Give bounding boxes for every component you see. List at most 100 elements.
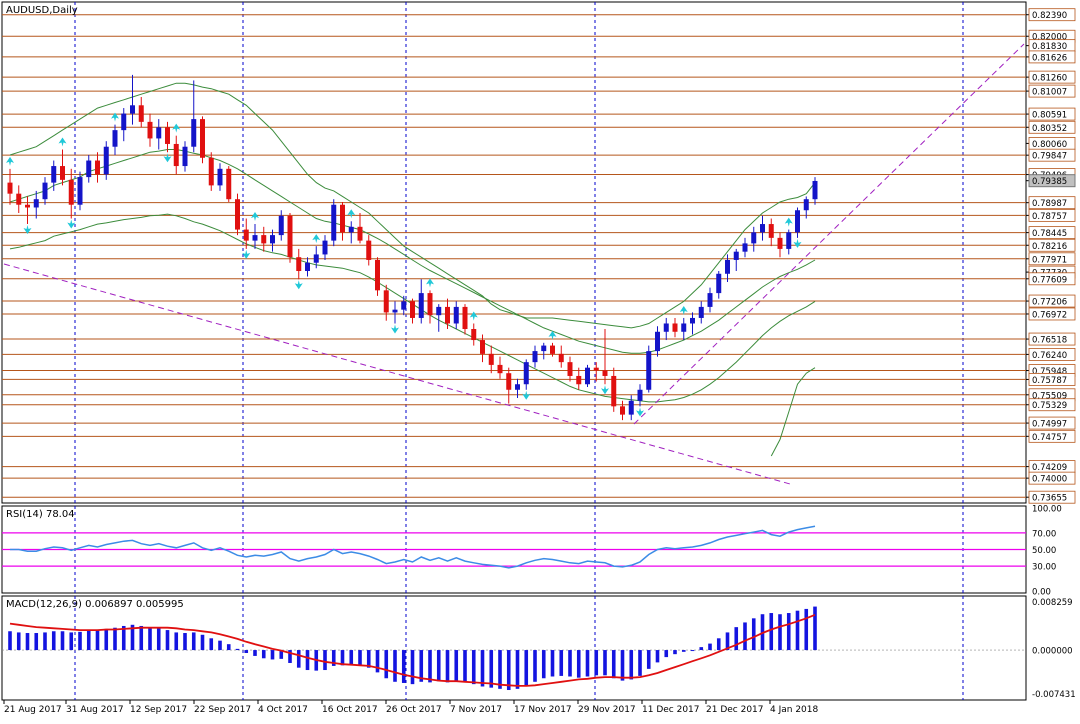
- candle-body[interactable]: [68, 179, 74, 205]
- candle-body[interactable]: [471, 329, 477, 341]
- candle-body[interactable]: [480, 340, 485, 354]
- candle-body[interactable]: [191, 119, 197, 147]
- candle-body[interactable]: [156, 127, 162, 139]
- candle-body[interactable]: [375, 259, 380, 291]
- ascending-trendline[interactable]: [633, 43, 1025, 425]
- candle-body[interactable]: [60, 166, 65, 180]
- candle-body[interactable]: [77, 177, 83, 205]
- candle-body[interactable]: [760, 224, 765, 233]
- candle-body[interactable]: [86, 160, 92, 178]
- candle-body[interactable]: [7, 182, 13, 194]
- candle-body[interactable]: [112, 130, 118, 147]
- candle-body[interactable]: [628, 400, 634, 415]
- candle-body[interactable]: [401, 301, 407, 310]
- candle-body[interactable]: [217, 168, 223, 186]
- candle-body[interactable]: [620, 406, 625, 415]
- candle-body[interactable]: [200, 119, 205, 158]
- candle-body[interactable]: [121, 113, 127, 131]
- candle-body[interactable]: [313, 254, 319, 263]
- candle-body[interactable]: [523, 362, 529, 385]
- candle-body[interactable]: [716, 273, 722, 294]
- candle-body[interactable]: [672, 323, 678, 332]
- candle-body[interactable]: [243, 229, 249, 241]
- candle-body[interactable]: [173, 143, 179, 167]
- candle-body[interactable]: [733, 251, 739, 260]
- candle-body[interactable]: [725, 259, 730, 274]
- candle-body[interactable]: [462, 306, 468, 330]
- candle-body[interactable]: [681, 323, 687, 332]
- candle-body[interactable]: [130, 105, 135, 114]
- candle-body[interactable]: [655, 331, 660, 352]
- candle-body[interactable]: [690, 317, 695, 324]
- candle-body[interactable]: [637, 389, 643, 401]
- candle-body[interactable]: [576, 375, 582, 385]
- candle-body[interactable]: [226, 168, 232, 200]
- candle-body[interactable]: [786, 232, 792, 249]
- candle-body[interactable]: [252, 235, 258, 241]
- candle-body[interactable]: [515, 384, 520, 390]
- candle-body[interactable]: [208, 157, 214, 186]
- candle-body[interactable]: [410, 301, 415, 318]
- candle-body[interactable]: [698, 306, 704, 318]
- candle-body[interactable]: [165, 127, 170, 144]
- macd-histogram-bar: [743, 622, 747, 651]
- candle-body[interactable]: [777, 237, 783, 249]
- candle-body[interactable]: [663, 323, 669, 332]
- candle-body[interactable]: [751, 232, 757, 244]
- candle-body[interactable]: [42, 182, 48, 200]
- candle-body[interactable]: [33, 199, 39, 208]
- candle-body[interactable]: [287, 215, 293, 258]
- candle-body[interactable]: [278, 215, 284, 236]
- candle-body[interactable]: [270, 235, 275, 244]
- candle-body[interactable]: [558, 353, 564, 363]
- macd-panel[interactable]: [1, 595, 1027, 701]
- descending-trendline[interactable]: [3, 263, 791, 485]
- candle-body[interactable]: [235, 199, 240, 230]
- candle-body[interactable]: [366, 240, 372, 260]
- candle-body[interactable]: [305, 262, 310, 272]
- candle-body[interactable]: [611, 375, 617, 407]
- candle-body[interactable]: [418, 293, 424, 318]
- candle-body[interactable]: [585, 367, 590, 385]
- candle-body[interactable]: [103, 146, 109, 175]
- candle-body[interactable]: [812, 180, 818, 200]
- candle-body[interactable]: [331, 204, 337, 241]
- candle-body[interactable]: [95, 160, 100, 175]
- candle-body[interactable]: [707, 293, 713, 307]
- candle-body[interactable]: [427, 293, 433, 316]
- candle-body[interactable]: [436, 306, 442, 316]
- candle-body[interactable]: [261, 235, 267, 244]
- candle-body[interactable]: [646, 351, 652, 390]
- candle-body[interactable]: [567, 362, 573, 376]
- candle-body[interactable]: [742, 243, 748, 252]
- candle-body[interactable]: [340, 204, 345, 233]
- candle-body[interactable]: [506, 373, 512, 390]
- candle-body[interactable]: [147, 121, 153, 139]
- candle-body[interactable]: [51, 166, 57, 183]
- candle-body[interactable]: [453, 306, 459, 324]
- candle-body[interactable]: [348, 226, 354, 233]
- candle-body[interactable]: [532, 351, 538, 363]
- candle-body[interactable]: [488, 353, 494, 365]
- candle-body[interactable]: [296, 257, 302, 272]
- candle-body[interactable]: [445, 306, 450, 324]
- candle-body[interactable]: [803, 199, 809, 211]
- candle-body[interactable]: [768, 224, 774, 238]
- candle-body[interactable]: [795, 210, 800, 233]
- candle-body[interactable]: [16, 193, 22, 205]
- candle-body[interactable]: [25, 204, 30, 208]
- candle-body[interactable]: [138, 105, 144, 122]
- candle-body[interactable]: [383, 290, 389, 313]
- candle-body[interactable]: [497, 364, 503, 374]
- candle-body[interactable]: [602, 370, 608, 376]
- candle-body[interactable]: [357, 226, 363, 241]
- candle-body[interactable]: [322, 240, 328, 255]
- candle-body[interactable]: [182, 146, 188, 167]
- candle-body[interactable]: [593, 367, 599, 371]
- main-chart-panel[interactable]: [1, 1, 1027, 504]
- candle-body[interactable]: [392, 309, 398, 313]
- candle-body[interactable]: [541, 345, 547, 352]
- candle-body[interactable]: [550, 345, 555, 354]
